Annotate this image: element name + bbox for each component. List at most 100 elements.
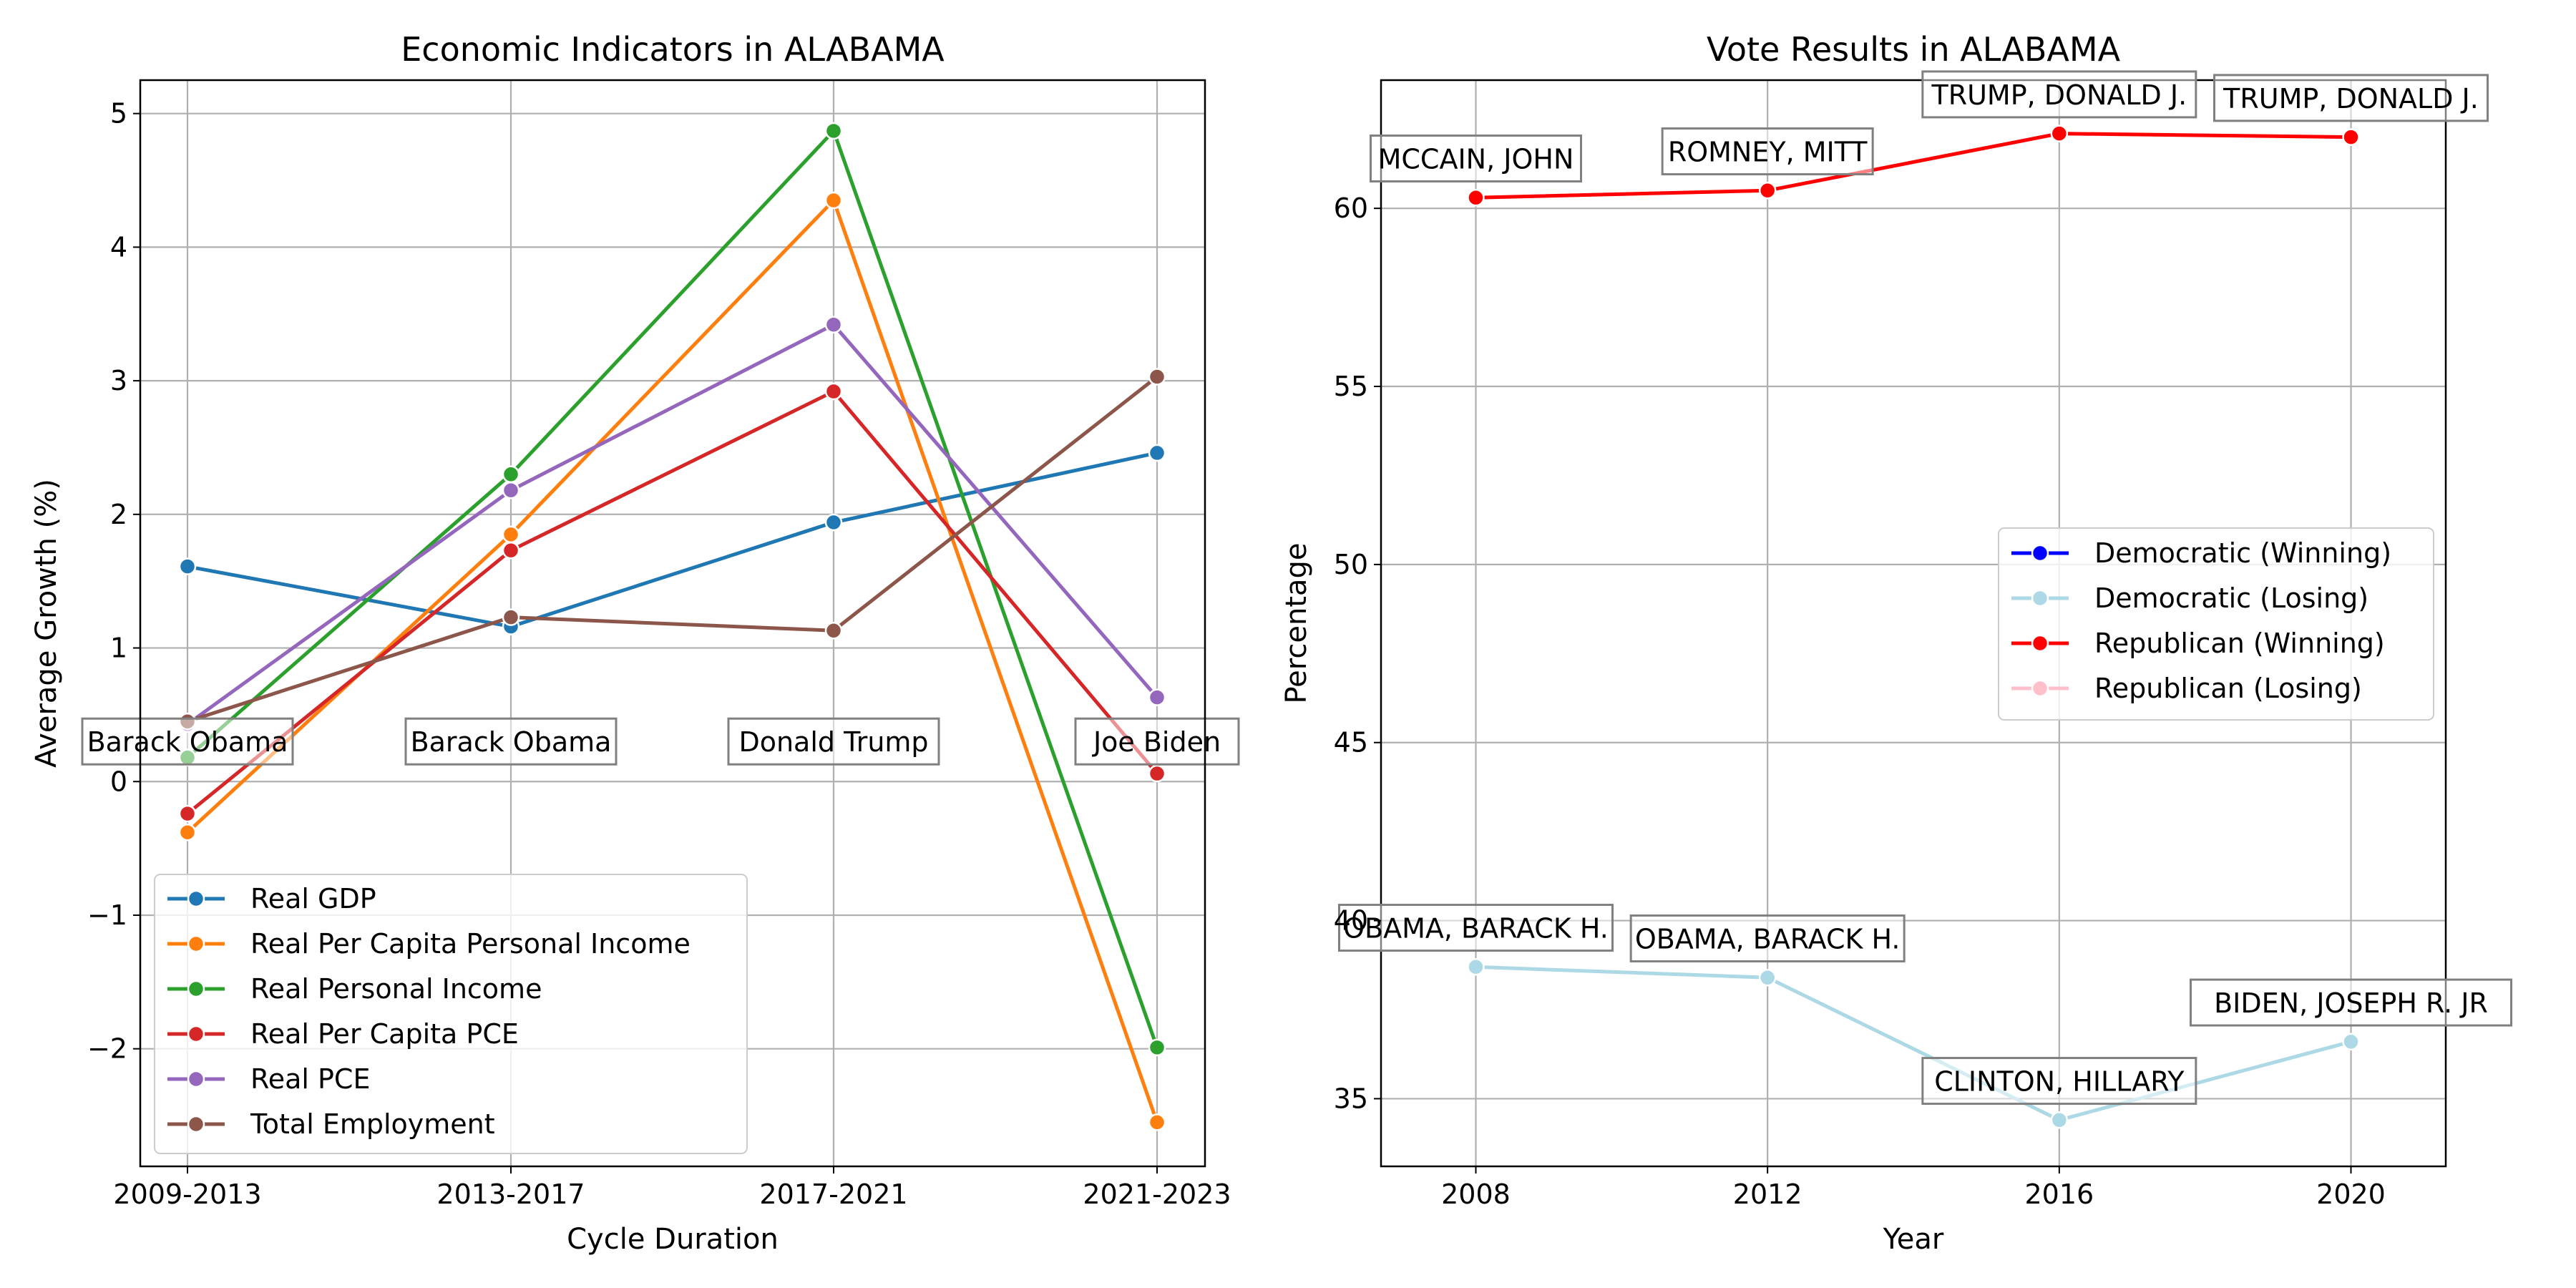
- vote-chart-ticks: 2008 2012 2016 2020 35 40 45 50 55 60: [1334, 192, 2386, 1210]
- vote-chart-series: [1467, 125, 2360, 1129]
- candidate-annotation: TRUMP, DONALD J.: [2213, 74, 2489, 122]
- point-total-employment: [824, 622, 843, 640]
- series-line-real-per-capita-pce: [186, 389, 1158, 816]
- vote-chart-frame: [1380, 79, 2447, 1168]
- legend-box: [154, 874, 748, 1154]
- legend-label: Total Employment: [250, 1108, 495, 1140]
- y-tick-label: 3: [110, 365, 127, 396]
- candidate-annotation: TRUMP, DONALD J.: [1921, 70, 2197, 119]
- series-line-republican-winning: [1475, 132, 2351, 200]
- y-tick-label: 2: [110, 499, 127, 530]
- point-republican-winning: [2050, 125, 2069, 142]
- legend-swatch-marker: [2031, 589, 2049, 608]
- y-tick-label: 1: [110, 633, 127, 664]
- point-democratic-losing: [1467, 958, 1485, 976]
- series-line-real-gdp: [187, 451, 1158, 629]
- vote-chart-ylabel: Percentage: [1280, 542, 1313, 703]
- president-annotation-text: Donald Trump: [738, 726, 928, 758]
- candidate-annotation-text: TRUMP, DONALD J.: [2223, 83, 2479, 114]
- point-real-personal-income: [1148, 1038, 1166, 1057]
- legend-label: Republican (Losing): [2094, 673, 2362, 704]
- president-annotation-text: Joe Biden: [1092, 726, 1221, 758]
- candidate-annotation: OBAMA, BARACK H.: [1629, 914, 1906, 962]
- x-tick-label: 2009-2013: [113, 1179, 261, 1210]
- president-annotation-box: [727, 717, 940, 766]
- candidate-annotation-text: CLINTON, HILLARY: [1934, 1066, 2185, 1098]
- economic-chart-ylabel: Average Growth (%): [30, 479, 63, 768]
- candidate-annotation-box: [1337, 904, 1614, 952]
- legend-swatch-marker: [187, 1115, 205, 1133]
- economic-chart-xlabel: Cycle Duration: [567, 1223, 779, 1256]
- y-tick-label: −1: [87, 899, 127, 931]
- candidate-annotation-text: BIDEN, JOSEPH R. JR: [2214, 987, 2488, 1019]
- y-tick-label: 35: [1334, 1083, 1368, 1114]
- series-line-real-pce: [186, 322, 1158, 726]
- vote-chart-annotations: MCCAIN, JOHN ROMNEY, MITT TRUMP, DONALD J.…: [1337, 70, 2513, 1106]
- y-tick-label: 50: [1334, 549, 1368, 580]
- legend-swatch-marker: [187, 935, 205, 953]
- x-tick-label: 2012: [1733, 1179, 1802, 1210]
- point-real-pce: [502, 481, 520, 499]
- legend-label: Real Personal Income: [250, 973, 542, 1005]
- legend-swatch-marker: [187, 889, 205, 908]
- candidate-annotation-box: [1369, 134, 1582, 182]
- candidate-annotation-text: MCCAIN, JOHN: [1378, 143, 1574, 175]
- series-line-total-employment: [187, 375, 1158, 723]
- legend-box: [1998, 527, 2434, 721]
- y-tick-label: 55: [1334, 371, 1368, 402]
- legend-swatch-marker: [187, 980, 205, 998]
- series-line-democratic-losing: [1475, 965, 2352, 1122]
- candidate-annotation-box: [1921, 1057, 2197, 1106]
- y-tick-label: −2: [87, 1033, 127, 1065]
- point-real-per-capita-pce: [178, 804, 197, 823]
- legend-label: Real PCE: [250, 1063, 370, 1095]
- y-tick-label: 5: [110, 98, 127, 130]
- candidate-annotation-box: [1629, 914, 1906, 962]
- candidate-annotation-text: ROMNEY, MITT: [1668, 137, 1868, 168]
- point-real-per-capita-personal-income: [178, 823, 197, 841]
- president-annotation: Barack Obama: [81, 717, 294, 766]
- x-tick-label: 2020: [2316, 1179, 2386, 1210]
- point-real-gdp: [824, 513, 843, 532]
- y-tick-label: 45: [1334, 727, 1368, 758]
- candidate-annotation: CLINTON, HILLARY: [1921, 1057, 2197, 1106]
- legend-swatch-marker: [187, 1070, 205, 1088]
- president-annotation-text: Barack Obama: [411, 726, 612, 758]
- y-tick-label: 4: [110, 231, 127, 263]
- vote-chart-title: Vote Results in ALABAMA: [1707, 30, 2121, 69]
- candidate-annotation-box: [1661, 127, 1874, 176]
- point-real-per-capita-pce: [824, 382, 843, 401]
- point-real-per-capita-personal-income: [824, 191, 843, 210]
- candidate-annotation-text: OBAMA, BARACK H.: [1635, 923, 1901, 955]
- legend-label: Real Per Capita PCE: [250, 1018, 519, 1050]
- point-republican-winning: [1758, 182, 1777, 200]
- candidate-annotation-box: [2190, 978, 2513, 1027]
- candidate-annotation: MCCAIN, JOHN: [1369, 134, 1582, 182]
- point-total-employment: [502, 608, 520, 626]
- legend-label: Real Per Capita Personal Income: [250, 928, 691, 960]
- legend-swatch-marker: [2031, 679, 2049, 698]
- point-real-per-capita-personal-income: [502, 525, 520, 544]
- economic-chart-frame: [139, 79, 1206, 1168]
- legend-label: Republican (Winning): [2094, 628, 2385, 659]
- x-tick-label: 2013-2017: [436, 1179, 585, 1210]
- legend-swatch-marker: [2031, 634, 2049, 653]
- point-democratic-losing: [2342, 1033, 2360, 1051]
- president-annotation-box: [81, 717, 294, 766]
- candidate-annotation: ROMNEY, MITT: [1661, 127, 1874, 176]
- point-real-per-capita-pce: [1148, 764, 1166, 783]
- point-democratic-losing: [1758, 968, 1777, 987]
- economic-indicators-chart: Economic Indicators in ALABAMA Barack Ob…: [30, 30, 1240, 1256]
- legend-label: Real GDP: [250, 883, 376, 914]
- candidate-annotation-box: [1921, 70, 2197, 119]
- economic-chart-ticks: 2009-2013 2013-2017 2017-2021 2021-2023 −2 −1…: [87, 98, 1231, 1210]
- legend-label: Democratic (Losing): [2094, 582, 2368, 614]
- point-real-gdp: [178, 557, 197, 575]
- economic-chart-annotations: Barack Obama Barack Obama Donald Trump Joe …: [81, 717, 1240, 766]
- president-annotation-box: [404, 717, 618, 766]
- president-annotation: Donald Trump: [727, 717, 940, 766]
- point-real-gdp: [1148, 444, 1166, 462]
- candidate-annotation-text: TRUMP, DONALD J.: [1931, 79, 2187, 111]
- vote-chart-xlabel: Year: [1883, 1223, 1944, 1256]
- point-real-pce: [824, 316, 843, 333]
